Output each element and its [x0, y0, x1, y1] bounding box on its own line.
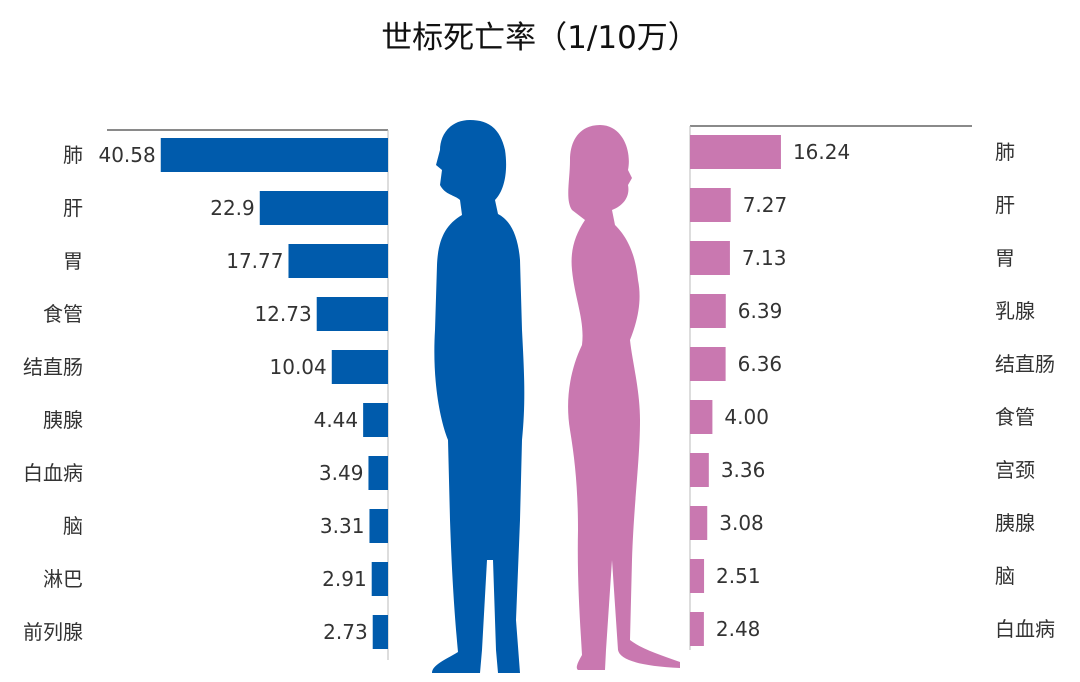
bar-right-1	[690, 188, 731, 222]
bar-left-5	[363, 403, 388, 437]
category-label-left: 结直肠	[23, 355, 83, 379]
value-label-left: 2.73	[323, 620, 368, 644]
value-label-left: 12.73	[254, 302, 311, 326]
value-label-left: 3.49	[319, 461, 364, 485]
category-label-right: 肺	[995, 140, 1015, 164]
category-label-left: 脑	[63, 514, 83, 538]
bar-right-9	[690, 612, 704, 646]
category-label-right: 宫颈	[995, 458, 1035, 482]
value-label-left: 10.04	[270, 355, 327, 379]
category-label-left: 胃	[63, 249, 83, 273]
male-silhouette-icon	[432, 120, 525, 673]
bar-right-5	[690, 400, 713, 434]
category-label-right: 白血病	[995, 617, 1055, 641]
bar-right-2	[690, 241, 730, 275]
category-label-left: 肺	[63, 143, 83, 167]
value-label-left: 22.9	[210, 196, 255, 220]
bar-right-4	[690, 347, 726, 381]
category-label-right: 食管	[995, 405, 1035, 429]
bar-left-8	[371, 562, 388, 596]
category-label-right: 肝	[995, 193, 1015, 217]
category-label-left: 胰腺	[43, 408, 83, 432]
bar-left-7	[369, 509, 388, 543]
chart-title: 世标死亡率（1/10万）	[381, 20, 699, 56]
bar-left-6	[368, 456, 388, 490]
category-label-left: 肝	[63, 196, 83, 220]
value-label-right: 4.00	[724, 405, 769, 429]
category-label-left: 白血病	[23, 461, 83, 485]
category-label-left: 淋巴	[43, 567, 83, 591]
value-label-right: 16.24	[793, 140, 850, 164]
category-label-right: 胰腺	[995, 511, 1035, 535]
value-label-right: 6.39	[738, 299, 783, 323]
bar-left-2	[288, 244, 388, 278]
bar-right-8	[690, 559, 705, 593]
category-label-left: 食管	[43, 302, 83, 326]
value-label-left: 2.91	[322, 567, 367, 591]
value-label-left: 3.31	[320, 514, 365, 538]
category-label-right: 胃	[995, 246, 1015, 270]
bar-right-6	[690, 453, 709, 487]
category-label-right: 乳腺	[995, 299, 1035, 323]
female-silhouette-icon	[568, 125, 680, 670]
value-label-left: 17.77	[226, 249, 283, 273]
category-label-right: 脑	[995, 564, 1015, 588]
category-label-right: 结直肠	[995, 352, 1055, 376]
value-label-right: 3.08	[719, 511, 764, 535]
bar-left-3	[316, 297, 388, 331]
value-label-right: 3.36	[721, 458, 766, 482]
value-label-right: 2.51	[716, 564, 761, 588]
bar-left-4	[331, 350, 388, 384]
category-label-left: 前列腺	[23, 620, 83, 644]
value-label-right: 2.48	[716, 617, 761, 641]
bar-right-7	[690, 506, 708, 540]
bar-left-9	[372, 615, 388, 649]
bar-right-0	[690, 135, 781, 169]
value-label-left: 4.44	[314, 408, 359, 432]
value-label-right: 6.36	[738, 352, 783, 376]
value-label-right: 7.27	[743, 193, 788, 217]
value-label-right: 7.13	[742, 246, 787, 270]
bar-right-3	[690, 294, 726, 328]
bar-left-0	[160, 138, 388, 172]
bar-left-1	[259, 191, 388, 225]
value-label-left: 40.58	[98, 143, 155, 167]
